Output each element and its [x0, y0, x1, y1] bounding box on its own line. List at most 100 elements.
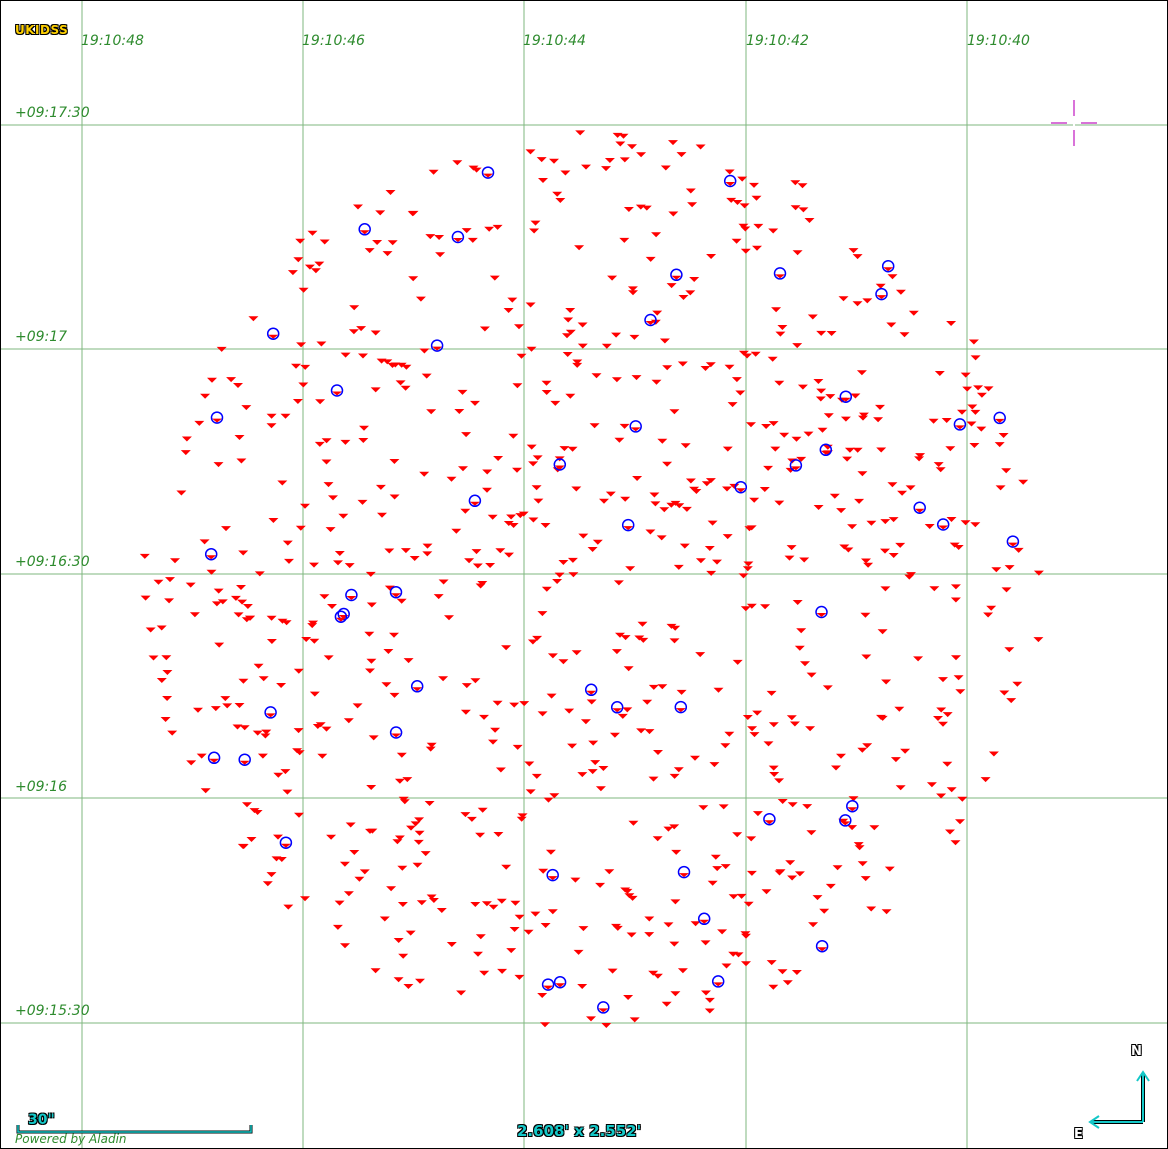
- source-marker: [858, 415, 868, 421]
- source-marker: [609, 732, 620, 738]
- source-marker: [493, 832, 504, 837]
- source-marker: [644, 916, 655, 922]
- source-marker: [319, 239, 330, 245]
- source-marker: [304, 264, 315, 270]
- source-marker: [176, 490, 187, 496]
- source-marker: [1033, 637, 1044, 643]
- source-marker: [924, 524, 935, 529]
- source-marker: [816, 330, 827, 336]
- highlighted-source-circle: [839, 390, 853, 403]
- source-marker: [555, 198, 566, 203]
- source-marker: [627, 144, 637, 150]
- source-marker: [316, 341, 327, 347]
- source-marker: [862, 298, 873, 304]
- source-marker: [276, 857, 287, 862]
- source-marker: [883, 267, 894, 272]
- highlighted-source-circle: [266, 327, 280, 340]
- source-marker: [761, 424, 772, 429]
- source-marker: [541, 586, 552, 592]
- source-marker: [181, 436, 192, 442]
- source-marker: [881, 679, 892, 685]
- source-marker: [704, 997, 715, 1003]
- source-marker: [660, 165, 671, 171]
- source-marker: [614, 437, 625, 443]
- source-marker: [897, 490, 908, 496]
- source-marker: [934, 371, 945, 376]
- source-marker: [601, 1023, 612, 1028]
- source-marker: [626, 932, 637, 938]
- source-marker: [575, 130, 586, 136]
- source-marker: [189, 612, 200, 618]
- source-marker: [321, 438, 332, 444]
- source-marker: [398, 796, 409, 802]
- source-marker: [452, 238, 463, 242]
- source-marker: [547, 909, 558, 915]
- source-marker: [983, 386, 994, 392]
- source-marker: [775, 331, 786, 337]
- source-marker: [214, 642, 225, 648]
- source-marker: [162, 696, 173, 701]
- field-of-view: 2.608' x 2.552': [517, 1122, 642, 1140]
- source-marker: [537, 711, 548, 717]
- source-marker: [739, 203, 750, 209]
- source-marker: [945, 829, 955, 835]
- source-marker: [554, 572, 565, 578]
- source-marker: [652, 836, 663, 842]
- source-marker: [673, 564, 684, 570]
- source-marker: [578, 533, 589, 539]
- source-marker: [293, 728, 304, 734]
- source-marker: [648, 684, 659, 690]
- source-marker: [671, 275, 682, 280]
- source-marker: [644, 932, 655, 938]
- source-marker: [884, 866, 895, 872]
- source-marker: [389, 692, 400, 698]
- source-marker: [669, 773, 680, 779]
- source-marker: [763, 741, 774, 747]
- source-marker: [359, 869, 370, 875]
- source-marker: [782, 980, 793, 986]
- source-marker: [509, 927, 520, 932]
- source-marker: [787, 802, 798, 808]
- source-marker: [623, 207, 634, 212]
- source-marker: [160, 717, 171, 722]
- source-marker: [933, 716, 943, 721]
- highlighted-source-circle: [358, 223, 371, 236]
- source-marker: [729, 483, 740, 489]
- source-marker: [325, 527, 336, 533]
- source-marker: [847, 807, 858, 812]
- source-marker: [526, 346, 537, 352]
- source-marker: [167, 730, 178, 736]
- source-marker: [869, 825, 880, 831]
- source-marker: [504, 552, 514, 558]
- source-marker: [407, 211, 418, 217]
- source-marker: [759, 487, 770, 492]
- source-marker: [400, 385, 411, 391]
- source-marker: [960, 520, 971, 526]
- source-marker: [145, 627, 156, 633]
- source-marker: [721, 963, 732, 969]
- source-marker: [525, 789, 536, 795]
- source-marker: [412, 687, 423, 692]
- source-marker: [888, 553, 899, 558]
- source-marker: [533, 498, 544, 504]
- source-marker: [406, 825, 416, 831]
- source-marker: [528, 461, 539, 467]
- dec-label: +09:15:30: [15, 1003, 90, 1019]
- source-marker: [652, 310, 663, 316]
- source-marker: [1004, 565, 1015, 571]
- source-marker: [321, 459, 332, 465]
- source-marker: [792, 250, 803, 256]
- highlighted-source-circle: [597, 1001, 610, 1014]
- highlighted-source-circle: [697, 912, 711, 926]
- source-marker: [732, 200, 743, 205]
- source-marker: [813, 379, 824, 384]
- source-marker: [393, 938, 404, 943]
- source-marker: [705, 362, 716, 368]
- source-marker: [359, 230, 370, 235]
- source-marker: [382, 359, 393, 365]
- source-marker: [662, 365, 673, 371]
- source-marker: [426, 742, 437, 748]
- source-marker: [540, 523, 551, 528]
